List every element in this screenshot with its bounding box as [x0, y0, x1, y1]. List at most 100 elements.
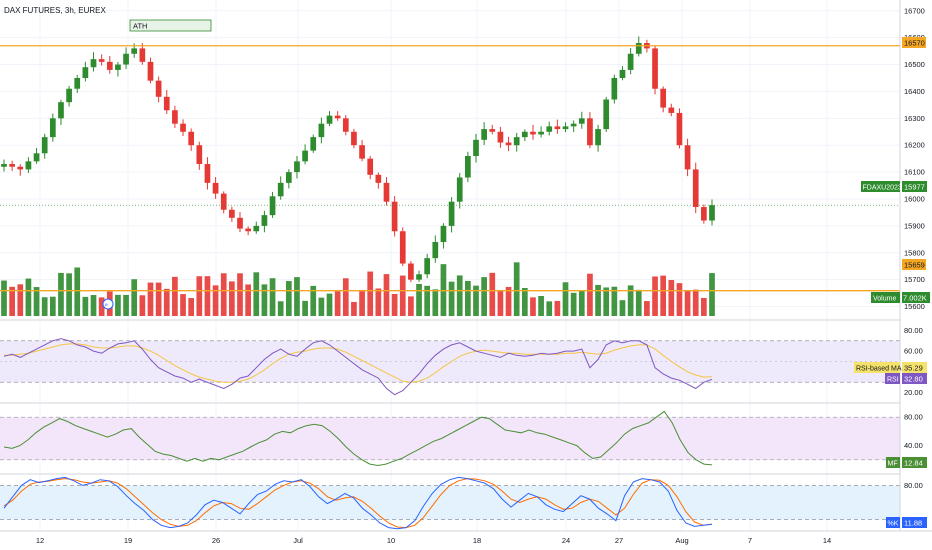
volume-bar	[521, 287, 528, 316]
volume-bar	[505, 286, 512, 316]
rsi-axis-label: 80.00	[904, 326, 923, 335]
volume-bar	[131, 279, 138, 316]
price-tick-label: 16300	[904, 114, 925, 123]
pane-backgrounds	[0, 340, 900, 520]
candle-body	[448, 201, 455, 226]
candle-body	[302, 150, 308, 162]
candle-body	[424, 258, 431, 275]
time-tick-label: 19	[124, 536, 132, 545]
candle-body	[277, 182, 284, 197]
candle-body	[294, 161, 300, 173]
time-tick-label: 10	[387, 536, 395, 545]
price-tick-label: 16700	[904, 6, 925, 15]
volume-bar	[253, 272, 260, 316]
rsi-ma-line	[4, 343, 713, 383]
time-tick-label: 7	[748, 536, 752, 545]
candle-body	[334, 115, 341, 119]
candle-body	[554, 126, 561, 130]
candle-body	[245, 228, 251, 232]
volume-bar	[448, 281, 455, 316]
candle-body	[204, 164, 211, 183]
svg-text:16570: 16570	[904, 39, 925, 48]
candle-body	[9, 164, 15, 167]
candle-body	[163, 96, 170, 111]
mf-value-tag: 12.84	[902, 457, 927, 468]
time-tick-label: 18	[473, 536, 481, 545]
volume-value-tag: 7.002K	[902, 292, 930, 303]
candle-body	[237, 217, 243, 229]
volume-bar	[408, 296, 414, 316]
volume-bar	[49, 296, 56, 316]
volume-bar	[245, 284, 251, 316]
volume-bar	[98, 297, 105, 316]
price-tick-label: 15900	[904, 221, 925, 230]
mf-axis-label: 80.00	[904, 413, 923, 422]
candle-body	[538, 131, 544, 135]
candle-body	[505, 142, 512, 146]
candle-body	[261, 215, 268, 226]
volume-bar	[595, 284, 601, 316]
candle-body	[98, 59, 105, 62]
volume-bar	[399, 275, 406, 316]
rsi-value-tag: 32.80	[902, 373, 927, 384]
candle-body	[587, 118, 593, 146]
svg-text:7.002K: 7.002K	[903, 294, 927, 303]
k-name-tag: %K	[886, 517, 900, 528]
candle-body	[408, 263, 414, 280]
rsi-line	[3, 338, 713, 396]
volume-bar	[554, 300, 561, 316]
volume-bar	[538, 295, 544, 316]
volume-bar	[172, 276, 178, 316]
volume-bar	[326, 293, 333, 316]
candle-body	[546, 126, 553, 132]
svg-text:Volume: Volume	[873, 296, 896, 303]
events-marker[interactable]: »	[102, 298, 114, 310]
volume-bar	[635, 289, 642, 316]
candle-body	[41, 137, 48, 154]
volume-bar	[701, 297, 707, 316]
volume-bar	[432, 289, 439, 316]
stoch-k-line	[3, 476, 713, 530]
svg-text:35.29: 35.29	[904, 364, 923, 373]
candle-body	[188, 131, 195, 146]
candle-body	[481, 129, 487, 140]
volume-bar	[9, 286, 15, 316]
volume-bar	[277, 301, 284, 316]
volume-bar	[692, 289, 699, 316]
volume-bar	[391, 293, 398, 316]
candle-body	[627, 53, 634, 70]
candle-body	[269, 196, 276, 216]
ath-label: ATH	[133, 22, 147, 31]
k-value-tag: 11.88	[902, 517, 927, 528]
volume-bar	[456, 275, 463, 316]
candle-body	[1, 164, 7, 167]
ath-label-box[interactable]: ATH	[129, 19, 212, 32]
candle-body	[521, 131, 528, 138]
volume-bar	[652, 276, 658, 316]
svg-text:RSI-based MA: RSI-based MA	[856, 366, 902, 373]
svg-text:32.80: 32.80	[904, 375, 923, 384]
volume-bar	[367, 271, 374, 316]
volume-bar	[334, 291, 341, 316]
candle-body	[473, 139, 479, 156]
candle-body	[123, 53, 129, 65]
volume-bar	[180, 294, 186, 316]
candle-body	[692, 169, 699, 208]
candle-body	[49, 118, 56, 138]
volume-bar	[684, 290, 691, 316]
volume-bar	[416, 283, 422, 316]
candle-body	[578, 118, 585, 124]
candle-body	[155, 80, 162, 97]
candle-body	[172, 110, 178, 124]
volume-bar	[25, 278, 32, 316]
candle-body	[375, 174, 382, 183]
svg-text:11.88: 11.88	[904, 519, 922, 528]
volume-bar	[188, 298, 195, 316]
candle-body	[17, 166, 24, 170]
time-tick-label: 27	[615, 536, 623, 545]
volume-bar	[123, 294, 129, 316]
price-tick-label: 16200	[904, 141, 925, 150]
volume-bar	[570, 292, 577, 316]
